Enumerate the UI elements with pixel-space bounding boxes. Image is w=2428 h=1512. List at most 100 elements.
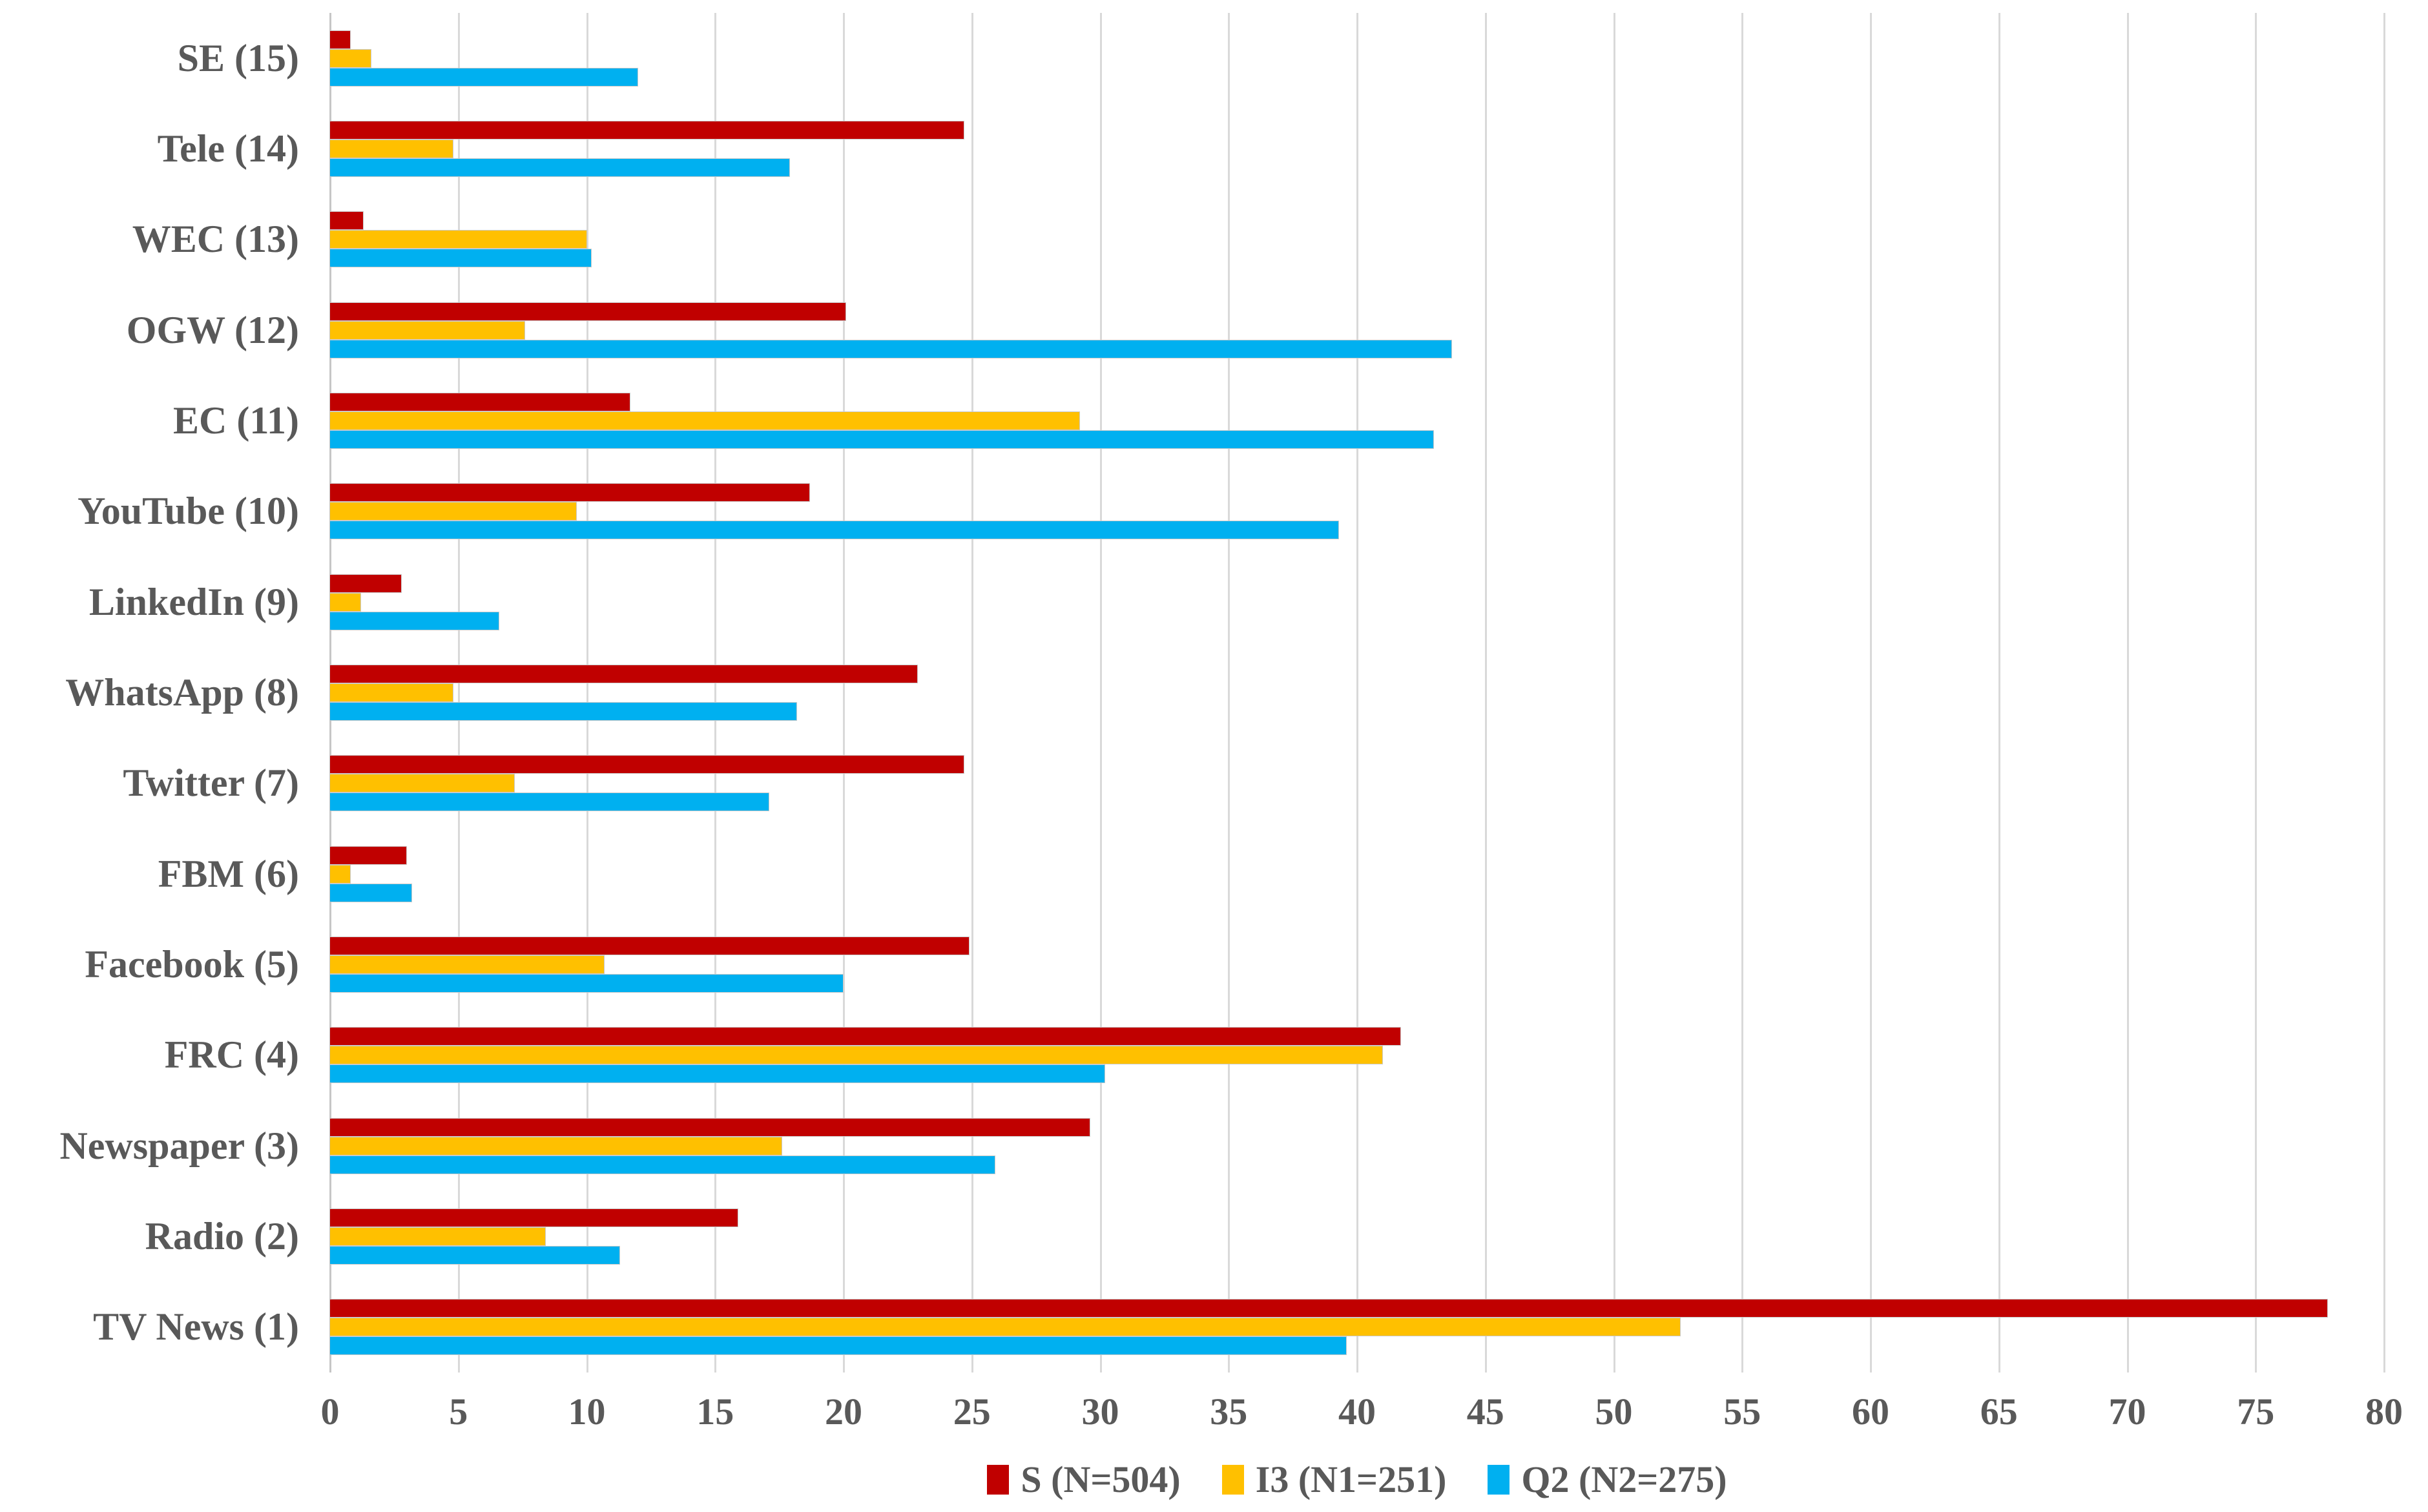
gridline [586, 13, 588, 1372]
x-tick-label: 55 [1723, 1391, 1761, 1433]
category-label: OGW (12) [126, 308, 299, 351]
bar-s [330, 1117, 1090, 1137]
gridline [1099, 13, 1102, 1372]
x-tick-label: 10 [568, 1391, 606, 1433]
category-row [330, 829, 2384, 919]
bar-i3 [330, 1046, 1383, 1065]
bar-s [330, 1208, 739, 1227]
bar-s [330, 845, 408, 865]
x-tick-label: 25 [953, 1391, 991, 1433]
gridline [1870, 13, 1872, 1372]
category-row [330, 919, 2384, 1010]
gridline [2383, 13, 2385, 1372]
gridline [2255, 13, 2257, 1372]
legend-swatch-s [987, 1464, 1010, 1495]
category-row [330, 1101, 2384, 1191]
bar-s [330, 1027, 1401, 1046]
bar-q2 [330, 611, 500, 630]
bar-s [330, 392, 631, 411]
x-tick-label: 40 [1338, 1391, 1376, 1433]
gridline [1741, 13, 1744, 1372]
x-tick-label: 45 [1466, 1391, 1504, 1433]
gridline [971, 13, 973, 1372]
category-row [330, 1282, 2384, 1372]
x-tick-label: 75 [2237, 1391, 2275, 1433]
bar-i3 [330, 592, 361, 612]
x-tick-label: 20 [825, 1391, 862, 1433]
x-tick-label: 5 [449, 1391, 468, 1433]
x-tick-label: 35 [1210, 1391, 1248, 1433]
category-label: Newspaper (3) [59, 1124, 299, 1167]
legend-label-i3: I3 (N1=251) [1255, 1458, 1447, 1500]
gridline [843, 13, 845, 1372]
bar-s [330, 936, 970, 955]
category-label: Facebook (5) [85, 942, 299, 986]
legend-item-s: S (N=504) [987, 1458, 1181, 1501]
bar-q2 [330, 1064, 1106, 1084]
bar-s [330, 302, 846, 321]
gridline [1356, 13, 1358, 1372]
category-row [330, 1010, 2384, 1101]
bar-s [330, 30, 351, 49]
legend-label-q2: Q2 (N2=275) [1521, 1458, 1727, 1500]
bar-q2 [330, 67, 638, 87]
bar-i3 [330, 864, 351, 884]
x-tick-label: 65 [1980, 1391, 2018, 1433]
x-tick-label: 15 [696, 1391, 734, 1433]
bar-i3 [330, 502, 577, 521]
category-row [330, 647, 2384, 738]
x-axis: 0 5 10 15 20 25 30 35 40 45 50 55 60 65 70 75 80 [321, 1387, 2403, 1436]
category-label: SE (15) [177, 36, 299, 79]
bar-i3 [330, 320, 526, 340]
x-tick-label: 30 [1081, 1391, 1119, 1433]
category-row [330, 285, 2384, 375]
bar-i3 [330, 1136, 782, 1155]
category-label: YouTube (10) [78, 490, 299, 533]
bar-q2 [330, 973, 844, 993]
bar-i3 [330, 1227, 546, 1246]
bar-i3 [330, 683, 453, 702]
category-label: WEC (13) [132, 218, 299, 261]
bar-q2 [330, 521, 1340, 540]
category-row [330, 375, 2384, 466]
legend-label-s: S (N=504) [1021, 1458, 1181, 1500]
x-tick-label: 80 [2365, 1391, 2403, 1433]
bar-q2 [330, 430, 1435, 449]
bar-q2 [330, 1155, 995, 1174]
bar-s [330, 1299, 2328, 1318]
category-row [330, 1191, 2384, 1281]
category-label: WhatsApp (8) [65, 670, 299, 714]
gridline [1484, 13, 1487, 1372]
category-labels: SE (15) Tele (14) WEC (13) OGW (12) EC (11) Y… [0, 13, 315, 1372]
gridline [2126, 13, 2129, 1372]
x-tick-label: 60 [1852, 1391, 1889, 1433]
bar-i3 [330, 139, 453, 158]
category-label: Twitter (7) [123, 761, 299, 805]
gridline [1613, 13, 1615, 1372]
x-tick-label: 0 [320, 1391, 340, 1433]
gridline [714, 13, 717, 1372]
category-row [330, 557, 2384, 647]
category-row [330, 466, 2384, 557]
bar-i3 [330, 230, 587, 249]
bar-q2 [330, 883, 413, 902]
bar-s [330, 755, 964, 774]
gridline [457, 13, 460, 1372]
bar-q2 [330, 249, 592, 268]
bar-q2 [330, 339, 1453, 358]
category-label: EC (11) [173, 399, 299, 442]
bar-q2 [330, 1336, 1347, 1356]
category-row [330, 13, 2384, 103]
bar-q2 [330, 792, 769, 812]
bar-i3 [330, 411, 1080, 430]
category-label: Tele (14) [157, 127, 299, 170]
category-label: Radio (2) [145, 1214, 299, 1258]
bar-q2 [330, 158, 790, 177]
gridline [1998, 13, 2000, 1372]
category-label: LinkedIn (9) [88, 580, 299, 623]
legend-swatch-i3 [1221, 1464, 1244, 1495]
bar-s [330, 483, 811, 502]
legend: S (N=504) I3 (N1=251) Q2 (N2=275) [330, 1452, 2384, 1507]
bar-q2 [330, 1245, 621, 1265]
